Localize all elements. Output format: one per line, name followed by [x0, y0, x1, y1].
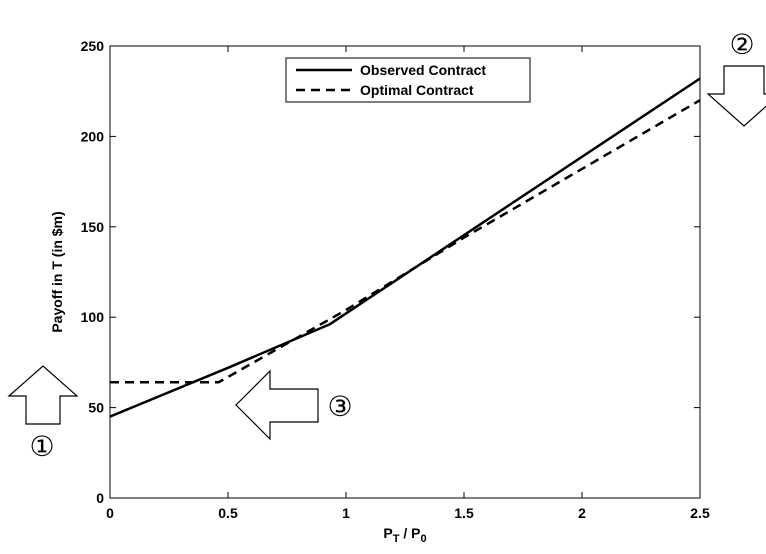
- down-arrow-icon: [706, 65, 766, 127]
- y-tick-label: 100: [81, 309, 105, 325]
- left-arrow-icon: [235, 369, 319, 441]
- annotation-1: ①: [7, 365, 79, 463]
- x-axis: 0 0.5 1 1.5 2 2.5: [106, 46, 710, 521]
- legend-label-optimal: Optimal Contract: [360, 82, 474, 98]
- x-axis-label-sub-1: T: [393, 533, 400, 545]
- annotation-2: ②: [706, 28, 766, 127]
- x-tick-label: 2.5: [690, 505, 710, 521]
- y-tick-label: 50: [88, 400, 104, 416]
- y-axis-label: Payoff in T (in $m): [49, 211, 65, 332]
- y-tick-label: 150: [81, 219, 105, 235]
- y-tick-label: 0: [96, 490, 104, 506]
- series-line-optimal: [110, 99, 701, 384]
- legend: Observed Contract Optimal Contract: [285, 57, 531, 103]
- plot-frame: [109, 45, 701, 499]
- legend-box: [285, 57, 531, 103]
- x-axis-label-sub-2: 0: [420, 533, 426, 545]
- x-tick-label: 1: [342, 505, 350, 521]
- y-tick-label: 250: [81, 38, 105, 54]
- y-axis: 0 50 100 150 200 250: [81, 38, 700, 506]
- x-axis-label: PT / P0: [383, 525, 426, 545]
- legend-label-observed: Observed Contract: [360, 62, 486, 78]
- series-line-observed: [109, 77, 701, 418]
- annotation-3-label: ③: [327, 390, 352, 423]
- x-tick-label: 0.5: [218, 505, 238, 521]
- x-axis-label-mid: / P: [399, 525, 420, 541]
- annotation-2-label: ②: [729, 28, 754, 61]
- x-axis-label-main: P: [383, 525, 392, 541]
- up-arrow-icon: [7, 365, 79, 425]
- annotation-1-label: ①: [29, 430, 54, 463]
- x-tick-label: 2: [578, 505, 586, 521]
- series-layer: [109, 77, 701, 418]
- x-tick-label: 0: [106, 505, 114, 521]
- y-tick-label: 200: [81, 128, 105, 144]
- annotation-3: ③: [235, 369, 353, 441]
- x-tick-label: 1.5: [454, 505, 474, 521]
